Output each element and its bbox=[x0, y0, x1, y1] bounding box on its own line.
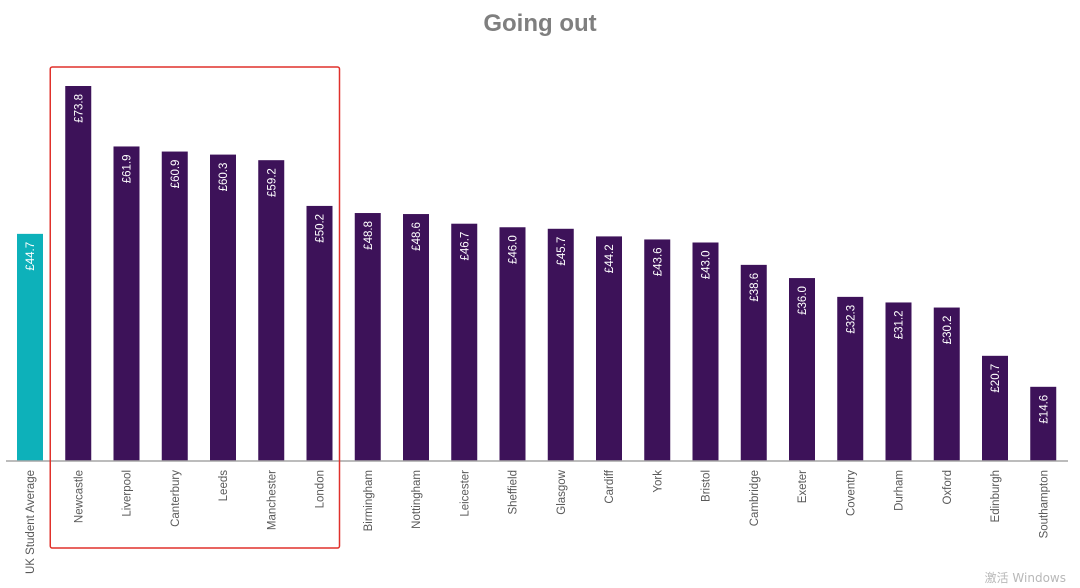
x-tick-label-glasgow: Glasgow bbox=[556, 469, 568, 514]
x-tick-label-birmingham: Birmingham bbox=[363, 470, 375, 531]
highlight-box bbox=[49, 66, 341, 549]
bar-edinburgh bbox=[982, 355, 1008, 461]
x-tick-label-london: London bbox=[315, 470, 327, 508]
data-label-canterbury: £60.9 bbox=[170, 160, 182, 189]
bar-leeds bbox=[210, 154, 236, 461]
x-tick-label-canterbury: Canterbury bbox=[170, 470, 182, 527]
x-tick-label-edinburgh: Edinburgh bbox=[990, 470, 1002, 522]
data-label-cardiff: £44.2 bbox=[604, 244, 616, 273]
x-tick-label-newcastle: Newcastle bbox=[73, 470, 85, 523]
data-label-leicester: £46.7 bbox=[459, 232, 471, 261]
data-label-bristol: £43.0 bbox=[701, 251, 713, 280]
data-label-leeds: £60.3 bbox=[218, 163, 230, 192]
x-tick-label-manchester: Manchester bbox=[266, 470, 278, 530]
bar-cardiff bbox=[596, 236, 622, 461]
data-label-durham: £31.2 bbox=[894, 310, 906, 339]
x-tick-label-bristol: Bristol bbox=[701, 470, 713, 502]
x-tick-label-uk-student-average: UK Student Average bbox=[25, 470, 37, 574]
bar-cambridge bbox=[740, 264, 767, 461]
bar-birmingham bbox=[354, 213, 381, 461]
x-tick-label-southampton: Southampton bbox=[1038, 470, 1050, 538]
bar-manchester bbox=[258, 160, 285, 461]
data-label-exeter: £36.0 bbox=[797, 286, 809, 315]
x-tick-label-leeds: Leeds bbox=[218, 470, 230, 502]
bar-glasgow bbox=[547, 228, 574, 461]
windows-activation-watermark: 激活 Windows bbox=[984, 571, 1066, 585]
bar-exeter bbox=[789, 278, 815, 461]
chart-title: Going out bbox=[483, 10, 597, 37]
bar-york bbox=[644, 239, 671, 461]
data-label-southampton: £14.6 bbox=[1038, 395, 1050, 424]
x-tick-label-cardiff: Cardiff bbox=[604, 469, 616, 503]
data-label-nottingham: £48.6 bbox=[411, 222, 423, 251]
data-label-birmingham: £48.8 bbox=[363, 221, 375, 250]
data-label-edinburgh: £20.7 bbox=[990, 364, 1002, 393]
x-tick-label-liverpool: Liverpool bbox=[122, 470, 134, 517]
data-label-liverpool: £61.9 bbox=[122, 154, 134, 183]
x-tick-label-sheffield: Sheffield bbox=[508, 470, 520, 515]
bars-layer bbox=[17, 86, 1057, 462]
x-tick-label-oxford: Oxford bbox=[942, 470, 954, 505]
bar-nottingham bbox=[403, 214, 429, 461]
x-tick-label-coventry: Coventry bbox=[845, 470, 857, 516]
bar-coventry bbox=[837, 296, 864, 461]
x-tick-label-cambridge: Cambridge bbox=[749, 470, 761, 526]
bar-london bbox=[306, 205, 333, 461]
bar-southampton bbox=[1030, 386, 1057, 461]
x-tick-label-exeter: Exeter bbox=[797, 470, 809, 503]
data-label-manchester: £59.2 bbox=[266, 168, 278, 197]
x-tick-label-durham: Durham bbox=[894, 470, 906, 511]
x-tick-label-nottingham: Nottingham bbox=[411, 470, 423, 529]
data-label-coventry: £32.3 bbox=[845, 305, 857, 334]
bar-canterbury bbox=[161, 151, 188, 462]
data-label-uk-student-average: £44.7 bbox=[25, 242, 37, 271]
bar-durham bbox=[885, 302, 912, 461]
data-label-newcastle: £73.8 bbox=[73, 94, 85, 123]
bar-sheffield bbox=[499, 227, 526, 461]
data-label-london: £50.2 bbox=[315, 214, 327, 243]
bar-leicester bbox=[451, 223, 478, 461]
labels-layer: £44.7 UK Student Average £73.8 Newcastle £61… bbox=[25, 94, 1050, 574]
x-tick-label-york: York bbox=[652, 470, 664, 493]
bar-oxford bbox=[933, 307, 960, 461]
bar-newcastle bbox=[65, 86, 92, 461]
bar-uk-student-average bbox=[17, 233, 43, 461]
data-label-sheffield: £46.0 bbox=[508, 235, 520, 264]
data-label-cambridge: £38.6 bbox=[749, 273, 761, 302]
bar-liverpool bbox=[113, 146, 140, 462]
data-label-york: £43.6 bbox=[652, 247, 664, 276]
data-label-glasgow: £45.7 bbox=[556, 237, 568, 266]
bar-bristol bbox=[692, 242, 719, 461]
x-tick-label-leicester: Leicester bbox=[459, 470, 471, 517]
data-label-oxford: £30.2 bbox=[942, 316, 954, 345]
